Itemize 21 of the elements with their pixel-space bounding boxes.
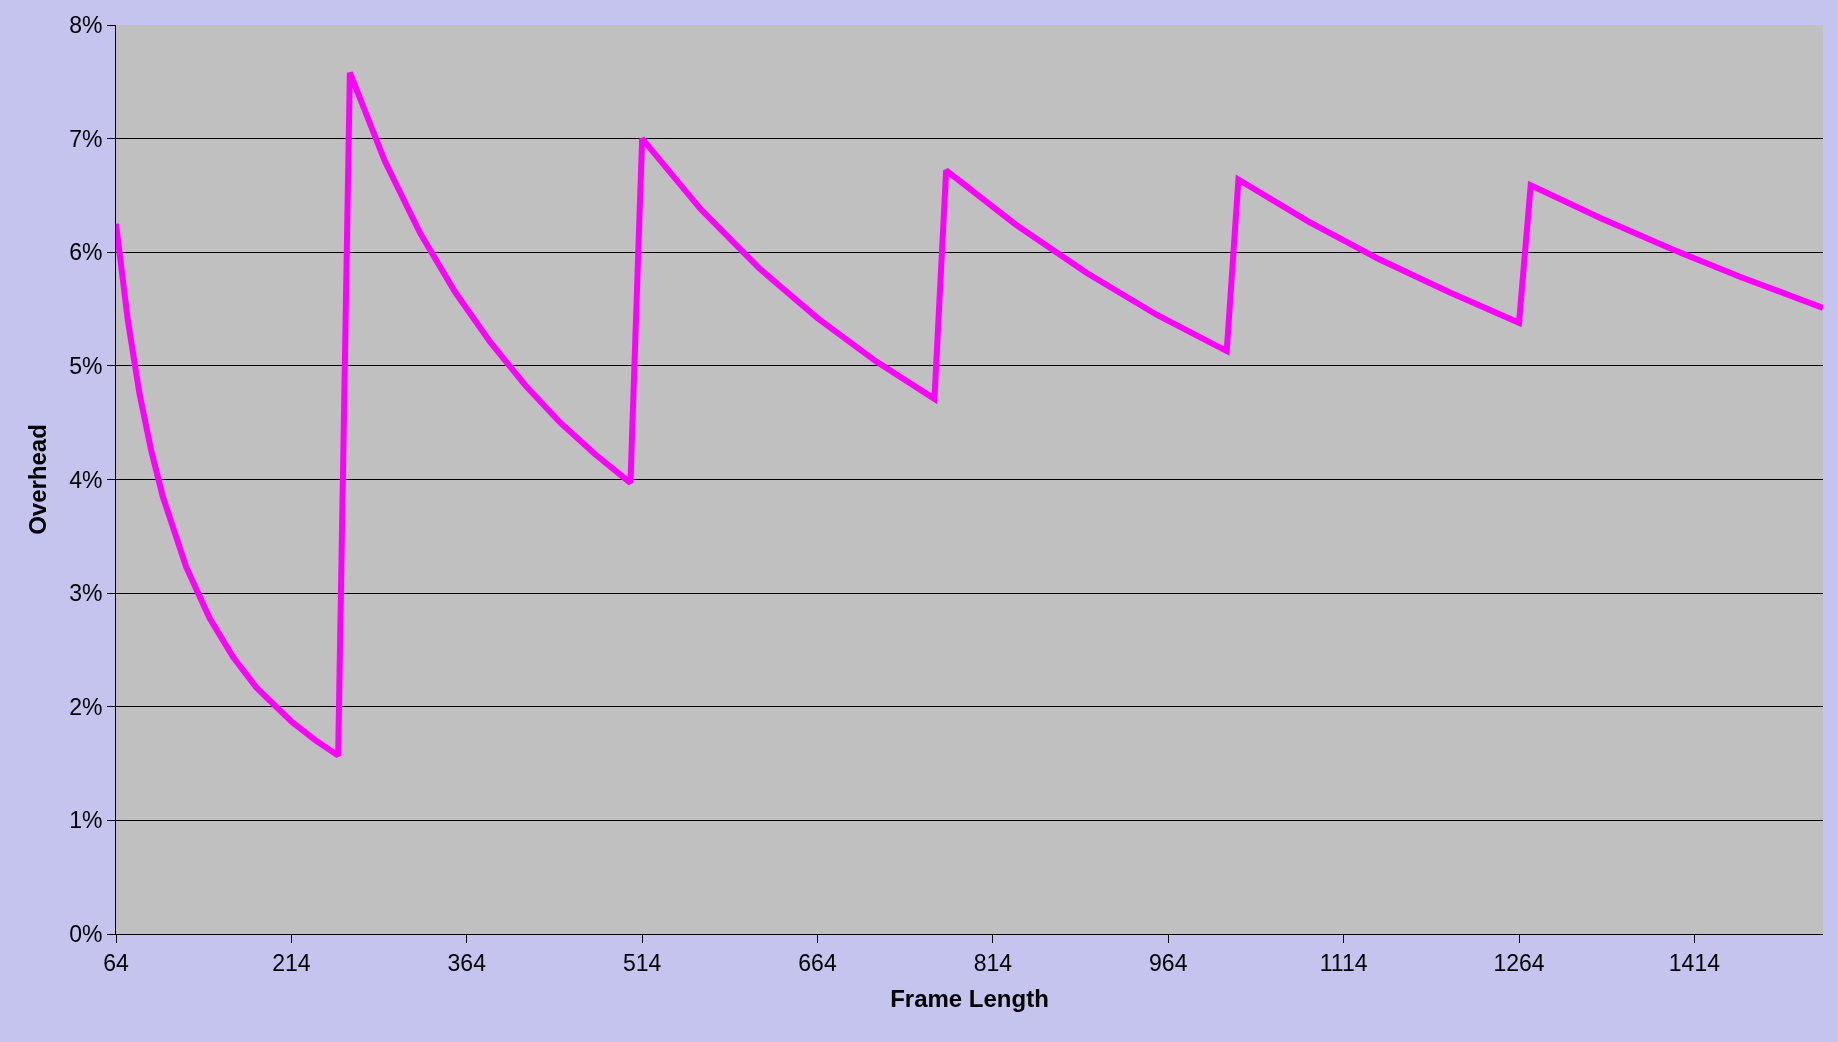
y-tick-label: 8% — [69, 12, 103, 39]
y-tick-label: 4% — [69, 466, 103, 493]
y-tick-label: 0% — [69, 921, 103, 948]
y-tick-label: 3% — [69, 580, 103, 607]
y-tick-label: 5% — [69, 352, 103, 379]
x-tick-label: 814 — [973, 949, 1013, 976]
x-tick-label: 1114 — [1319, 949, 1368, 976]
x-tick-label: 964 — [1149, 949, 1188, 976]
x-tick-label: 664 — [798, 949, 837, 976]
y-tick-label: 6% — [69, 239, 103, 266]
y-axis-title: Overhead — [24, 424, 52, 535]
y-tick-label: 2% — [69, 693, 103, 720]
x-tick-label: 64 — [103, 949, 129, 976]
y-tick-label: 7% — [69, 125, 103, 152]
x-tick-label: 364 — [447, 949, 487, 976]
x-tick-label: 1414 — [1668, 949, 1721, 976]
x-tick-label: 514 — [622, 949, 662, 976]
x-axis-title: Frame Length — [890, 984, 1049, 1012]
y-tick-label: 1% — [69, 807, 103, 834]
x-tick-label: 1264 — [1493, 949, 1545, 976]
x-tick-label: 214 — [272, 949, 311, 976]
